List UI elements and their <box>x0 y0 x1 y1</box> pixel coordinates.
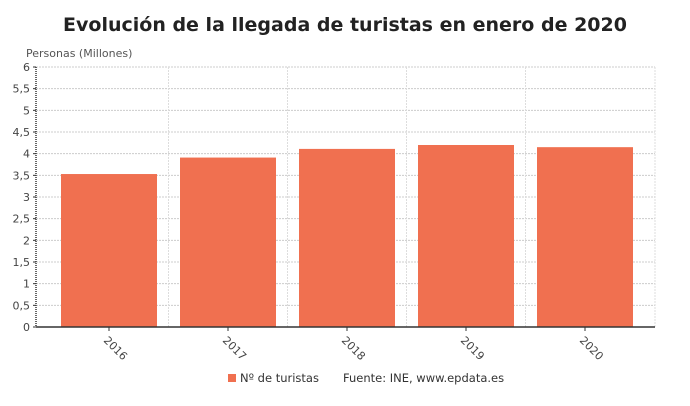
legend: Nº de turistas Fuente: INE, www.epdata.e… <box>228 371 504 385</box>
y-tick-label: 5 <box>23 104 30 117</box>
y-tick-label: 1,5 <box>13 256 31 269</box>
y-tick-label: 2,5 <box>13 213 31 226</box>
bar-2017 <box>180 157 276 327</box>
y-tick-label: 3,5 <box>13 169 31 182</box>
y-tick-label: 0 <box>23 321 30 334</box>
chart-title: Evolución de la llegada de turistas en e… <box>63 14 627 36</box>
y-tick-label: 4,5 <box>13 126 31 139</box>
x-tick-label: 2020 <box>577 334 606 363</box>
y-tick-label: 1 <box>23 278 30 291</box>
y-tick-label: 2 <box>23 234 30 247</box>
y-tick-label: 4 <box>23 148 30 161</box>
bar-2016 <box>61 174 157 327</box>
x-tick-label: 2016 <box>101 334 130 363</box>
legend-swatch <box>228 374 236 382</box>
bar-2018 <box>299 148 395 327</box>
y-tick-label: 5,5 <box>13 83 31 96</box>
y-tick-label: 6 <box>23 61 30 74</box>
bar-2019 <box>418 145 514 327</box>
y-tick-label: 3 <box>23 191 30 204</box>
bar-2020 <box>537 147 633 327</box>
x-tick-label: 2019 <box>458 334 487 363</box>
x-tick-label: 2017 <box>220 334 249 363</box>
x-tick-label: 2018 <box>339 334 368 363</box>
y-tick-label: 0,5 <box>13 299 31 312</box>
legend-label: Nº de turistas <box>240 371 319 385</box>
y-axis-label: Personas (Millones) <box>26 47 133 60</box>
source-note: Fuente: INE, www.epdata.es <box>342 371 505 385</box>
